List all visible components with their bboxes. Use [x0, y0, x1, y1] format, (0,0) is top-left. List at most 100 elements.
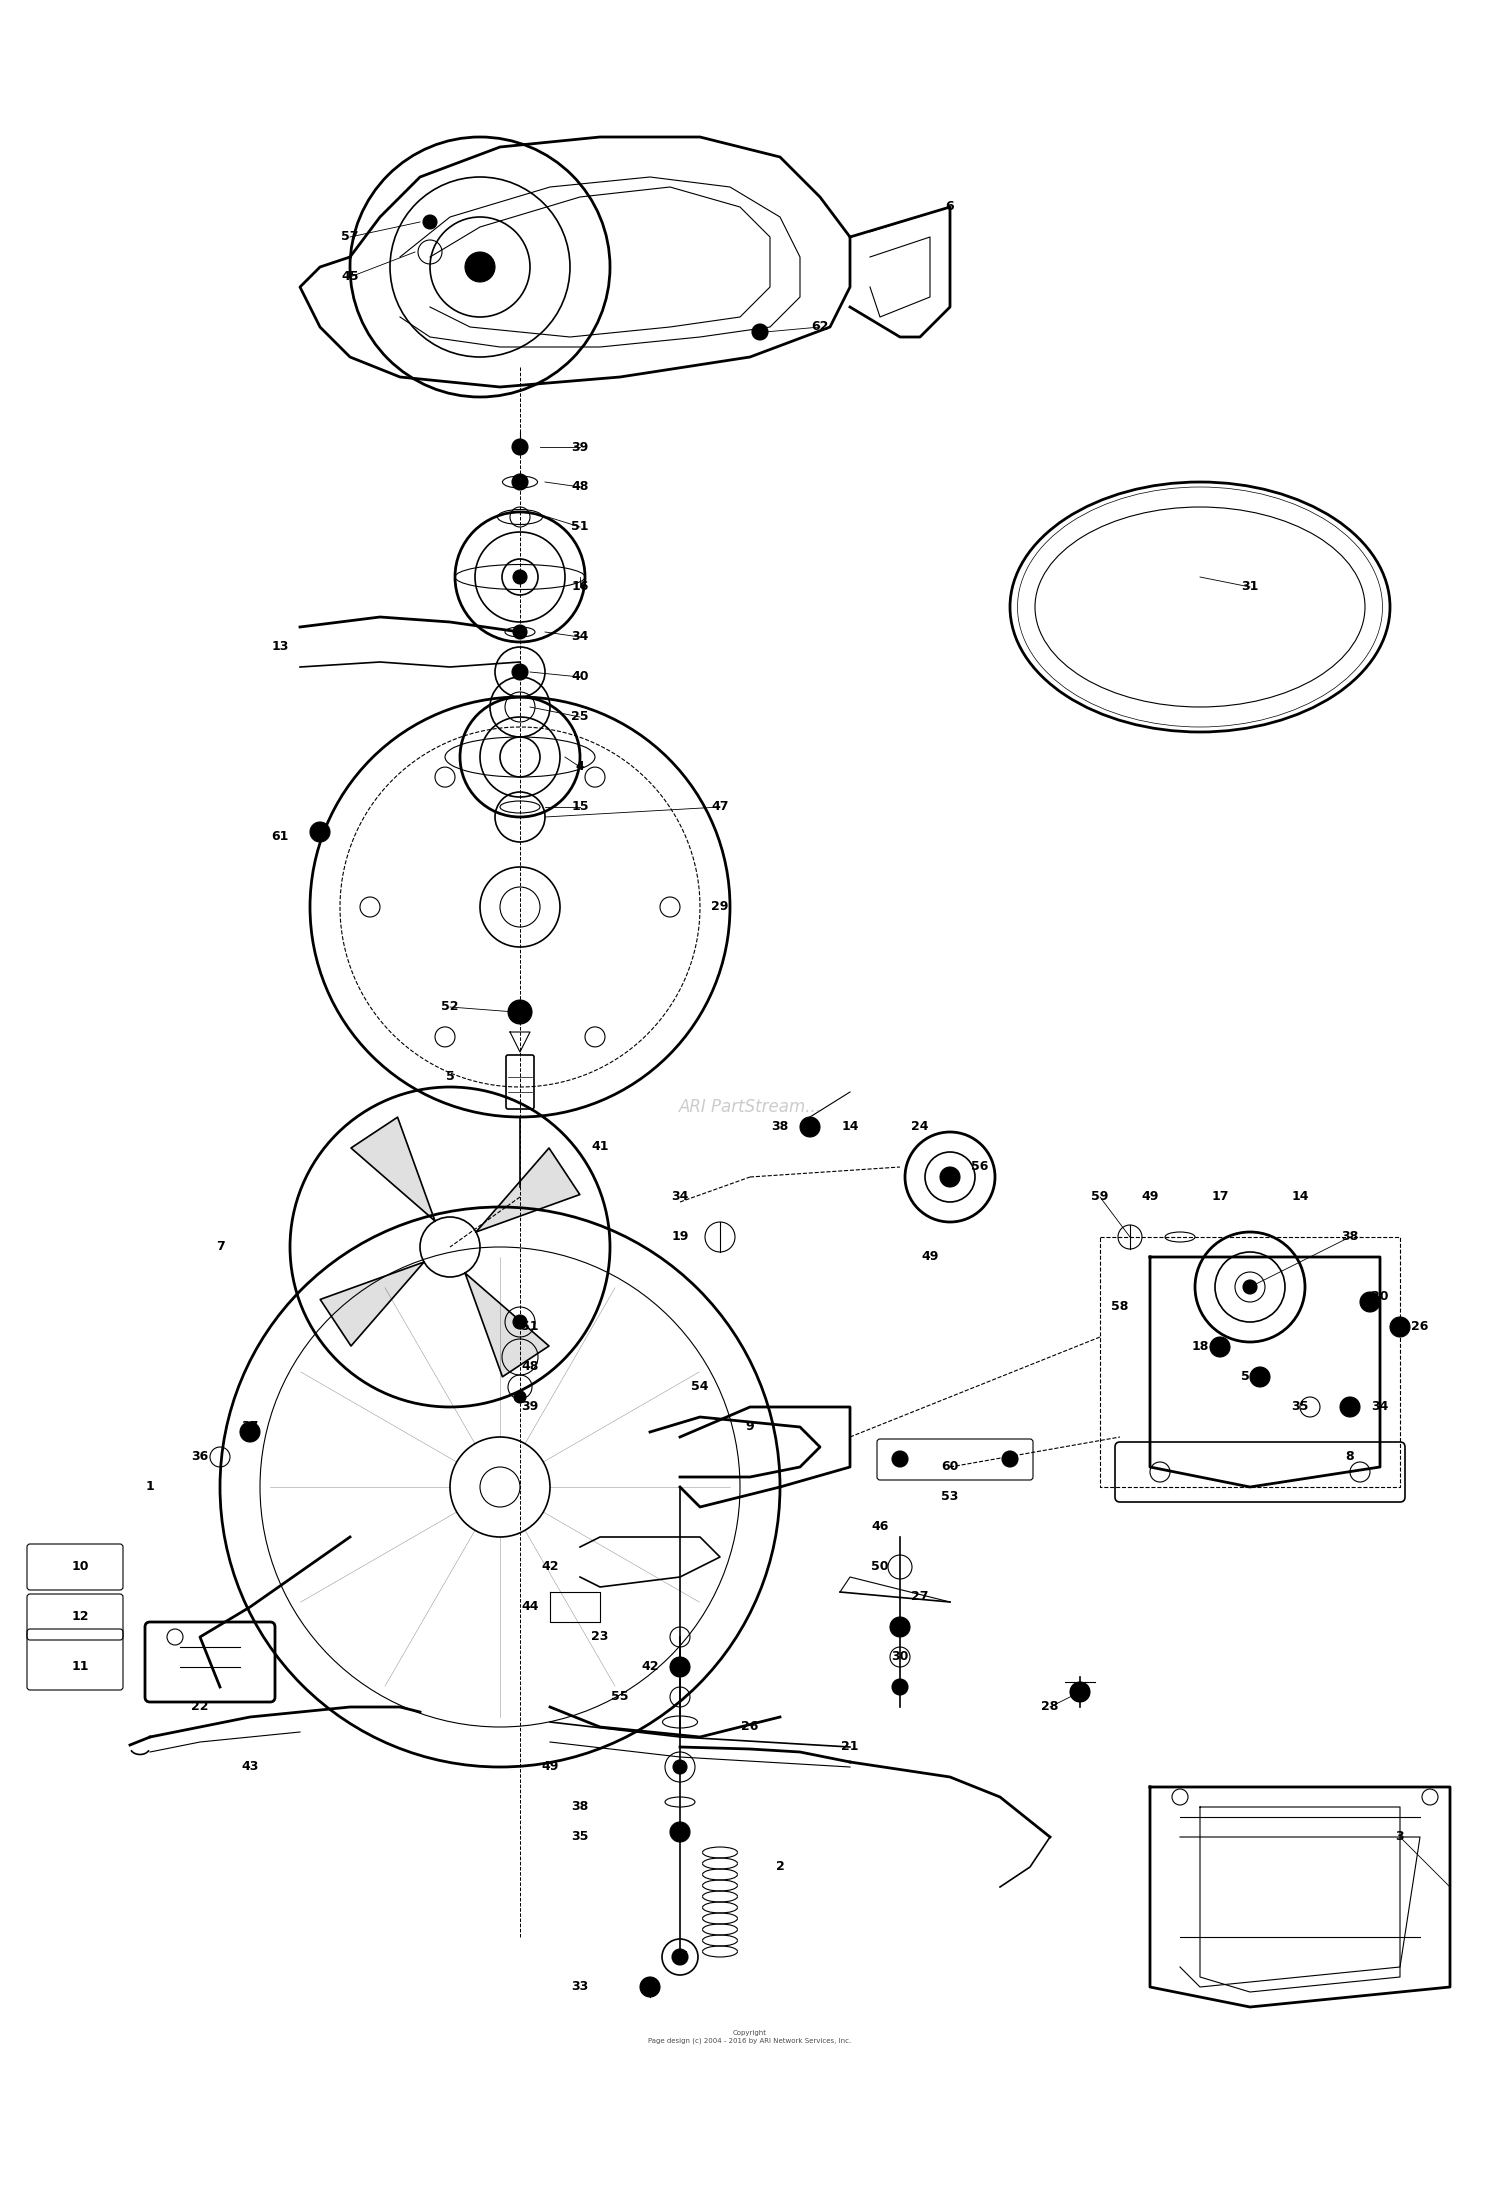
Text: 45: 45 [340, 271, 358, 284]
Text: 17: 17 [1212, 1190, 1228, 1203]
Text: 34: 34 [1371, 1400, 1389, 1413]
Text: 55: 55 [612, 1691, 628, 1704]
Circle shape [1244, 1279, 1257, 1295]
Circle shape [800, 1118, 820, 1137]
Circle shape [752, 324, 768, 339]
Text: 38: 38 [572, 1800, 588, 1813]
Text: 62: 62 [812, 321, 828, 332]
Circle shape [240, 1422, 260, 1441]
Text: 40: 40 [572, 671, 588, 685]
Text: 57: 57 [340, 230, 358, 243]
Circle shape [1360, 1293, 1380, 1312]
Text: 31: 31 [1242, 580, 1258, 593]
Circle shape [512, 475, 528, 490]
Text: 2: 2 [776, 1861, 784, 1874]
Text: 45: 45 [672, 1951, 688, 1964]
Text: 5: 5 [446, 1069, 454, 1083]
Text: 16: 16 [572, 580, 588, 593]
Text: 7: 7 [216, 1240, 225, 1253]
Text: 42: 42 [542, 1562, 558, 1572]
Text: 41: 41 [591, 1139, 609, 1153]
Text: 53: 53 [942, 1492, 958, 1502]
Text: Copyright
Page design (c) 2004 - 2016 by ARI Network Services, Inc.: Copyright Page design (c) 2004 - 2016 by… [648, 2030, 852, 2043]
Text: 33: 33 [572, 1981, 588, 1995]
Circle shape [672, 1949, 688, 1964]
Circle shape [640, 1977, 660, 1997]
Text: 25: 25 [572, 711, 588, 724]
Circle shape [890, 1616, 910, 1638]
Text: 39: 39 [572, 440, 588, 453]
Text: 15: 15 [572, 800, 588, 814]
Text: 23: 23 [591, 1632, 609, 1642]
Text: ARI PartStream...: ARI PartStream... [678, 1098, 822, 1115]
Polygon shape [351, 1118, 435, 1220]
Text: 13: 13 [272, 641, 288, 654]
Text: 58: 58 [1112, 1301, 1128, 1314]
Text: 49: 49 [1142, 1190, 1158, 1203]
Text: 9: 9 [746, 1422, 754, 1432]
Text: 56: 56 [972, 1161, 988, 1174]
Text: 11: 11 [72, 1660, 88, 1673]
Text: 42: 42 [642, 1660, 658, 1673]
Circle shape [892, 1450, 908, 1467]
Text: 6: 6 [945, 201, 954, 214]
Text: 35: 35 [572, 1831, 588, 1844]
Text: 38: 38 [771, 1120, 789, 1133]
Text: 51: 51 [522, 1321, 538, 1334]
Text: 14: 14 [1292, 1190, 1308, 1203]
Text: 1: 1 [146, 1481, 154, 1494]
Circle shape [513, 571, 526, 584]
Polygon shape [476, 1148, 580, 1231]
Text: 26: 26 [741, 1721, 759, 1734]
Text: 20: 20 [1371, 1290, 1389, 1303]
Circle shape [674, 1761, 687, 1774]
Text: 24: 24 [910, 1120, 928, 1133]
Text: 32: 32 [891, 1621, 909, 1634]
Text: 35: 35 [1292, 1400, 1308, 1413]
Text: 18: 18 [1191, 1341, 1209, 1354]
Text: 54: 54 [692, 1380, 708, 1393]
Text: 29: 29 [711, 901, 729, 914]
Text: 61: 61 [272, 831, 288, 844]
Circle shape [1002, 1450, 1019, 1467]
Text: 59: 59 [1092, 1190, 1108, 1203]
Circle shape [892, 1680, 908, 1695]
Text: 49: 49 [542, 1761, 558, 1774]
Text: 12: 12 [72, 1610, 88, 1623]
Circle shape [1250, 1367, 1270, 1387]
Text: 33: 33 [1341, 1400, 1359, 1413]
Circle shape [465, 252, 495, 282]
Text: 8: 8 [1346, 1450, 1354, 1463]
Text: 4: 4 [576, 761, 585, 774]
Text: 34: 34 [672, 1190, 688, 1203]
Text: 51: 51 [572, 521, 588, 534]
Circle shape [670, 1822, 690, 1841]
Circle shape [1070, 1682, 1090, 1701]
Text: 38: 38 [1341, 1231, 1359, 1244]
Text: 19: 19 [672, 1231, 688, 1244]
Circle shape [513, 1314, 526, 1330]
Text: 3: 3 [1395, 1831, 1404, 1844]
Text: 30: 30 [891, 1651, 909, 1664]
Polygon shape [465, 1273, 549, 1378]
Text: 37: 37 [242, 1422, 258, 1432]
Text: 43: 43 [242, 1761, 258, 1774]
Text: 28: 28 [1041, 1701, 1059, 1712]
Text: 39: 39 [522, 1400, 538, 1413]
Circle shape [512, 440, 528, 455]
Text: 60: 60 [942, 1461, 958, 1474]
Text: 22: 22 [192, 1701, 208, 1712]
Text: 49: 49 [921, 1251, 939, 1264]
Text: 10: 10 [72, 1562, 88, 1572]
Circle shape [310, 822, 330, 842]
Text: 55: 55 [1242, 1371, 1258, 1384]
Text: 44: 44 [522, 1601, 538, 1614]
Circle shape [512, 665, 528, 680]
Text: 26: 26 [1412, 1321, 1428, 1334]
Text: 27: 27 [910, 1590, 928, 1603]
Text: 61: 61 [891, 1680, 909, 1693]
Circle shape [514, 1391, 526, 1404]
Text: 50: 50 [871, 1562, 888, 1572]
Circle shape [513, 625, 526, 639]
Text: 47: 47 [711, 800, 729, 814]
